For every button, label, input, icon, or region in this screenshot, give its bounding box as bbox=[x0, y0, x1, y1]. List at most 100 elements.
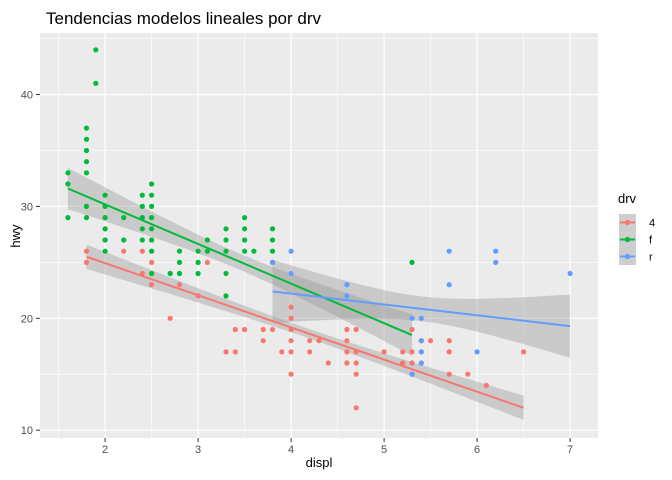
point-4 bbox=[139, 248, 145, 254]
point-f bbox=[195, 270, 201, 277]
point-4 bbox=[521, 349, 527, 355]
point-4 bbox=[344, 349, 350, 355]
point-f bbox=[65, 170, 71, 176]
fit-lines bbox=[67, 187, 571, 409]
point-4 bbox=[149, 259, 155, 265]
point-f bbox=[139, 215, 145, 221]
point-4 bbox=[223, 349, 229, 355]
point-f bbox=[139, 203, 145, 209]
point-4 bbox=[307, 349, 313, 355]
point-4 bbox=[288, 304, 294, 310]
point-f bbox=[149, 181, 155, 187]
point-f bbox=[139, 237, 145, 243]
point-r bbox=[567, 270, 573, 277]
point-4 bbox=[353, 326, 359, 333]
point-f bbox=[176, 270, 183, 277]
point-r bbox=[474, 349, 480, 355]
legend-key-point-4 bbox=[624, 219, 631, 226]
point-f bbox=[223, 248, 229, 254]
point-4 bbox=[307, 338, 313, 344]
point-4 bbox=[409, 360, 415, 366]
point-4 bbox=[176, 282, 183, 288]
point-f bbox=[251, 248, 257, 254]
point-f bbox=[83, 125, 90, 131]
point-f bbox=[149, 226, 155, 232]
point-f bbox=[102, 226, 108, 232]
point-f bbox=[83, 215, 90, 221]
point-f bbox=[149, 203, 155, 209]
point-r bbox=[288, 270, 294, 277]
point-r bbox=[418, 349, 424, 355]
point-4 bbox=[428, 338, 434, 344]
legend-label-f: f bbox=[649, 235, 653, 247]
point-4 bbox=[483, 382, 489, 388]
point-4 bbox=[446, 349, 452, 355]
point-4 bbox=[344, 338, 350, 344]
point-4 bbox=[121, 248, 127, 254]
point-f bbox=[167, 270, 173, 277]
point-f bbox=[269, 248, 276, 254]
fit-line-r bbox=[272, 290, 571, 328]
x-tick-label: 3 bbox=[195, 444, 201, 456]
fit-line-f bbox=[67, 187, 413, 336]
point-f bbox=[149, 270, 155, 277]
point-r bbox=[446, 282, 452, 288]
point-4 bbox=[149, 282, 155, 288]
legend-key-point-f bbox=[624, 236, 631, 243]
point-r bbox=[288, 248, 294, 254]
point-4 bbox=[381, 349, 387, 355]
point-f bbox=[102, 248, 108, 254]
point-4 bbox=[325, 360, 331, 366]
point-4 bbox=[400, 349, 406, 355]
point-4 bbox=[409, 326, 415, 333]
point-f bbox=[149, 237, 155, 243]
point-r bbox=[418, 338, 424, 344]
point-4 bbox=[204, 259, 210, 265]
point-4 bbox=[353, 349, 359, 355]
point-f bbox=[176, 259, 183, 265]
point-4 bbox=[465, 371, 471, 377]
point-4 bbox=[83, 248, 90, 254]
point-4 bbox=[232, 349, 238, 355]
point-4 bbox=[242, 326, 248, 333]
point-4 bbox=[232, 326, 238, 333]
point-4 bbox=[344, 360, 350, 366]
point-f bbox=[139, 192, 145, 198]
point-f bbox=[149, 215, 155, 221]
point-4 bbox=[279, 349, 285, 355]
point-f bbox=[102, 215, 108, 221]
point-4 bbox=[353, 405, 359, 411]
point-f bbox=[269, 226, 276, 232]
legend-label-4: 4 bbox=[649, 218, 655, 230]
point-f bbox=[195, 259, 201, 265]
point-4 bbox=[288, 315, 294, 321]
point-4 bbox=[269, 326, 276, 333]
point-f bbox=[149, 192, 155, 198]
point-r bbox=[344, 282, 350, 288]
point-r bbox=[409, 371, 415, 377]
point-f bbox=[139, 226, 145, 232]
point-f bbox=[242, 226, 248, 232]
x-tick-label: 6 bbox=[474, 444, 480, 456]
point-f bbox=[93, 47, 99, 53]
point-f bbox=[93, 80, 99, 86]
point-f bbox=[195, 248, 201, 254]
point-4 bbox=[260, 326, 266, 333]
point-4 bbox=[446, 338, 452, 344]
point-4 bbox=[260, 338, 266, 344]
x-tick-label: 7 bbox=[567, 444, 573, 456]
x-axis-title: displ bbox=[306, 455, 333, 470]
fit-line-4 bbox=[86, 255, 524, 409]
x-tick-label: 4 bbox=[288, 444, 294, 456]
point-f bbox=[102, 237, 108, 243]
point-r bbox=[418, 315, 424, 321]
point-4 bbox=[288, 338, 294, 344]
point-f bbox=[223, 226, 229, 232]
legend-label-r: r bbox=[649, 252, 653, 264]
point-r bbox=[446, 248, 452, 254]
point-f bbox=[121, 215, 127, 221]
point-r bbox=[269, 259, 276, 265]
point-r bbox=[418, 360, 424, 366]
point-4 bbox=[409, 349, 415, 355]
point-f bbox=[83, 170, 90, 176]
